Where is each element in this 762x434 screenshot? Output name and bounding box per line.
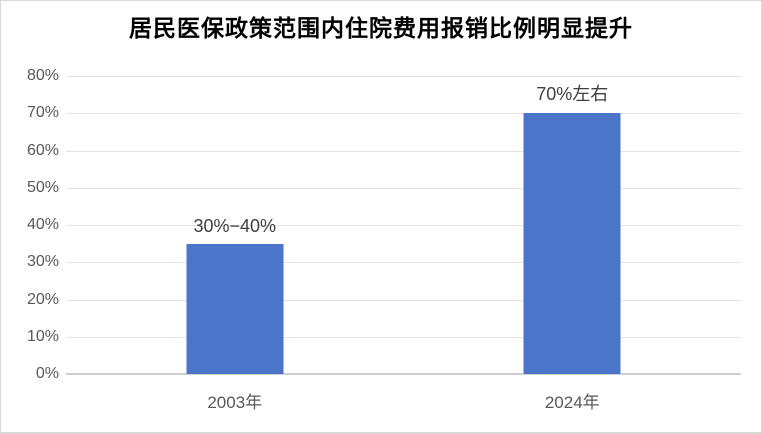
- bar-2003年: [186, 243, 284, 374]
- gridline: [66, 336, 741, 338]
- y-tick-label: 60%: [26, 141, 59, 159]
- y-tick-label: 10%: [26, 327, 59, 345]
- x-axis-line: [66, 373, 741, 375]
- y-tick-label: 50%: [26, 178, 59, 196]
- x-axis: 2003年 2024年: [66, 382, 741, 414]
- y-tick-label: 30%: [26, 253, 59, 271]
- y-tick-label: 40%: [26, 216, 59, 233]
- bar-data-label: 30%−40%: [193, 215, 277, 236]
- y-axis: 0% 10% 20% 30% 40% 50% 60% 70% 80%: [1, 67, 59, 382]
- y-tick-label: 70%: [26, 104, 59, 122]
- y-tick-label: 80%: [26, 67, 59, 84]
- y-tick-label: 20%: [26, 290, 59, 308]
- gridline: [66, 150, 741, 152]
- gridline: [66, 187, 741, 189]
- gridline: [66, 225, 741, 226]
- bar-2024年: [523, 113, 621, 374]
- plot-area: 30%−40% 70%左右: [66, 76, 741, 375]
- x-tick-label: 2024年: [544, 393, 600, 412]
- bar-data-label: 70%左右: [536, 84, 609, 105]
- chart-title: 居民医保政策范围内住院费用报销比例明显提升: [129, 15, 633, 41]
- gridline: [66, 76, 741, 77]
- y-tick-label: 0%: [35, 365, 59, 382]
- x-tick-label: 2003年: [207, 393, 263, 412]
- gridline: [66, 299, 741, 301]
- gridline: [66, 113, 741, 115]
- gridline: [66, 262, 741, 264]
